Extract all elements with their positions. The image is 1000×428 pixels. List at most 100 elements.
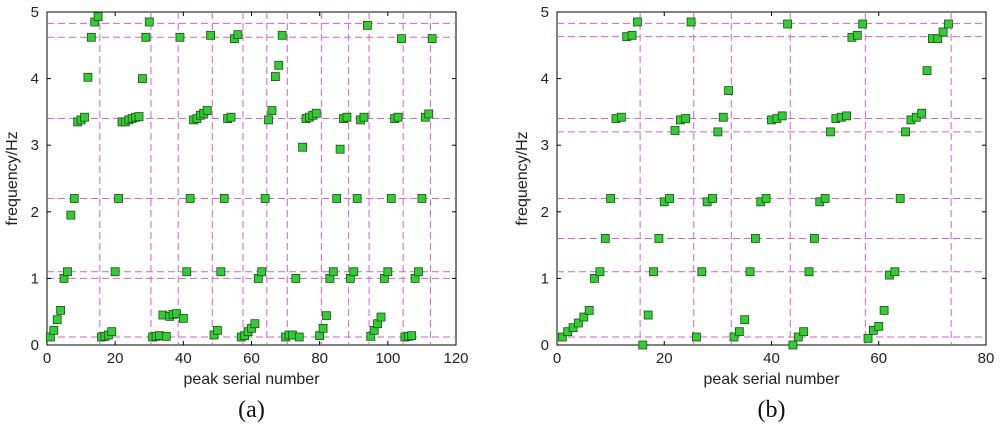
- data-point: [178, 313, 188, 323]
- data-point: [713, 127, 723, 137]
- data-point: [944, 19, 953, 29]
- data-point: [216, 267, 226, 277]
- data-point: [83, 72, 93, 82]
- data-point: [161, 331, 171, 341]
- data-point: [686, 17, 696, 27]
- data-point: [826, 127, 835, 137]
- data-point: [277, 30, 287, 40]
- data-point: [414, 267, 423, 277]
- data-point: [56, 305, 66, 315]
- data-point: [858, 19, 868, 29]
- data-point: [93, 12, 103, 22]
- data-point: [110, 267, 120, 277]
- data-point: [134, 112, 144, 121]
- y-tick-label: 2: [541, 204, 549, 221]
- x-axis-label: peak serial number: [703, 371, 840, 388]
- data-point: [182, 267, 192, 277]
- panel-a: 0 20 40 60 80 100 120 0 1 2 3 4 5 peak serial number f…: [4, 4, 469, 423]
- data-point: [335, 144, 345, 154]
- data-point: [144, 17, 154, 27]
- data-point: [633, 17, 642, 27]
- data-point: [729, 332, 739, 342]
- data-point: [579, 312, 589, 322]
- data-point: [649, 267, 658, 277]
- data-point: [842, 111, 851, 121]
- data-point: [718, 112, 728, 122]
- data-point: [590, 273, 599, 283]
- data-point: [362, 20, 372, 30]
- data-point: [783, 19, 792, 29]
- data-point: [681, 114, 691, 123]
- data-point: [938, 27, 948, 37]
- data-point: [600, 234, 610, 243]
- data-point: [342, 112, 352, 122]
- y-tick-label: 3: [31, 137, 39, 154]
- data-point: [206, 30, 216, 40]
- data-point: [349, 267, 359, 277]
- y-tick-label: 1: [541, 270, 549, 287]
- y-axis-label: frequency/Hz: [4, 131, 21, 225]
- y-axis-label: frequency/Hz: [514, 131, 531, 225]
- x-axis-label: peak serial number: [183, 371, 320, 388]
- data-point: [175, 32, 185, 42]
- data-point: [627, 30, 637, 40]
- data-point: [397, 34, 406, 44]
- x-tick-label: 120: [443, 350, 468, 367]
- data-point: [114, 194, 123, 203]
- data-point: [761, 194, 771, 203]
- data-point: [568, 323, 578, 333]
- data-point: [745, 267, 755, 277]
- data-point: [724, 86, 733, 95]
- data-point: [294, 332, 304, 342]
- y-tick-label: 3: [541, 137, 549, 154]
- data-point: [226, 112, 236, 122]
- data-point: [393, 112, 403, 122]
- data-point: [328, 267, 338, 277]
- data-point: [922, 66, 932, 76]
- data-point: [890, 267, 900, 277]
- data-point: [933, 34, 943, 44]
- data-point: [213, 325, 222, 335]
- data-point: [219, 194, 229, 203]
- data-point: [595, 267, 605, 277]
- data-point: [233, 30, 243, 40]
- data-point: [606, 194, 616, 203]
- data-point: [274, 60, 284, 70]
- y-tick-label: 2: [31, 204, 39, 221]
- data-point: [665, 194, 675, 203]
- panel-caption: (a): [238, 397, 265, 423]
- data-point: [874, 321, 884, 331]
- data-point: [810, 234, 819, 243]
- data-point: [793, 332, 803, 342]
- data-point: [376, 312, 386, 322]
- data-point: [52, 315, 62, 325]
- data-point: [574, 318, 583, 328]
- data-point: [383, 267, 393, 277]
- plot-frame: [556, 11, 987, 346]
- data-point: [250, 319, 260, 329]
- y-tick-label: 5: [541, 4, 549, 21]
- x-tick-label: 0: [43, 350, 51, 367]
- data-point: [311, 108, 321, 118]
- data-point: [670, 126, 680, 135]
- data-point: [202, 106, 212, 115]
- data-point: [260, 194, 270, 203]
- data-point: [322, 311, 331, 321]
- data-point: [638, 340, 648, 350]
- data-point: [879, 305, 889, 315]
- data-point: [863, 333, 873, 343]
- data-point: [318, 323, 328, 333]
- data-point: [804, 267, 814, 277]
- x-tick-label: 80: [311, 350, 328, 367]
- x-tick-label: 40: [175, 350, 192, 367]
- data-point: [751, 234, 760, 243]
- data-point: [172, 309, 181, 319]
- data-point: [917, 108, 927, 118]
- y-tick-label: 0: [31, 337, 39, 354]
- x-tick-label: 100: [375, 350, 400, 367]
- data-point: [49, 325, 59, 335]
- panel-b: 0 20 40 60 80 0 1 2 3 4 5 peak serial number frequen…: [514, 4, 994, 423]
- data-point: [777, 111, 787, 121]
- x-tick-label: 60: [870, 350, 887, 367]
